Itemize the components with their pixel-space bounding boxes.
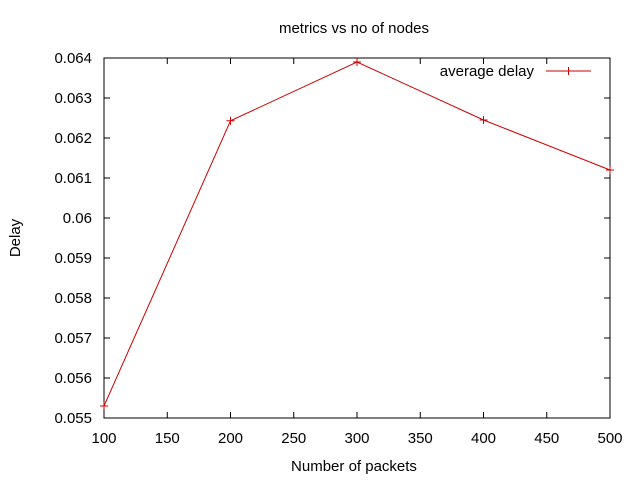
y-tick-label: 0.059 xyxy=(54,250,92,267)
x-tick-label: 250 xyxy=(281,430,306,447)
y-tick-label: 0.062 xyxy=(54,130,92,147)
plot-frame xyxy=(103,57,611,419)
y-axis-label: Delay xyxy=(7,218,24,257)
data-point-marker xyxy=(479,116,488,124)
y-tick-label: 0.056 xyxy=(54,370,92,387)
x-tick-labels: 100 150 200 250 300 350 400 450 500 xyxy=(91,430,622,447)
data-point-marker xyxy=(353,58,361,66)
data-point-marker xyxy=(606,166,614,174)
y-tick-label: 0.063 xyxy=(54,90,92,107)
x-tick-label: 400 xyxy=(471,430,496,447)
y-tick-label: 0.057 xyxy=(54,330,92,347)
x-tick-label: 500 xyxy=(597,430,622,447)
legend-label: average delay xyxy=(440,63,535,80)
x-tick-label: 300 xyxy=(344,430,369,447)
y-tick-label: 0.055 xyxy=(54,410,92,427)
series-group xyxy=(100,58,614,410)
y-tick-label: 0.064 xyxy=(54,50,92,67)
x-axis-label: Number of packets xyxy=(291,458,417,475)
y-tick-label: 0.061 xyxy=(54,170,92,187)
x-tick-label: 350 xyxy=(408,430,433,447)
data-point-marker xyxy=(100,402,108,410)
axis-ticks xyxy=(103,57,611,419)
x-tick-label: 450 xyxy=(534,430,559,447)
x-tick-label: 200 xyxy=(218,430,243,447)
y-tick-label: 0.06 xyxy=(63,210,92,227)
chart-title: metrics vs no of nodes xyxy=(279,20,429,37)
series-line xyxy=(103,61,611,407)
x-tick-label: 150 xyxy=(155,430,180,447)
y-tick-labels: 0.055 0.056 0.057 0.058 0.059 0.06 0.061 0.062 0… xyxy=(54,50,92,427)
legend: average delay xyxy=(440,63,591,80)
data-point-marker xyxy=(226,116,235,125)
y-tick-label: 0.058 xyxy=(54,290,92,307)
legend-marker xyxy=(564,67,573,75)
x-tick-label: 100 xyxy=(91,430,116,447)
